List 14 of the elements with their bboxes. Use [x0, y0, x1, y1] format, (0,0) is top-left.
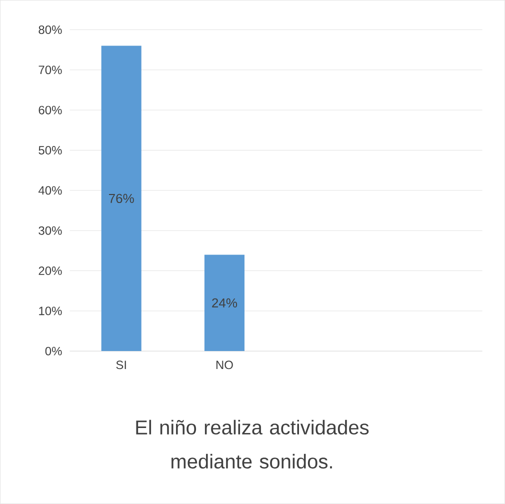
x-tick-label: NO — [216, 360, 233, 370]
y-tick-label: 20% — [38, 266, 62, 276]
y-tick-label: 80% — [38, 25, 62, 34]
x-tick-label: SI — [116, 360, 126, 370]
y-tick-label: 10% — [39, 306, 62, 316]
y-tick-label: 70% — [38, 66, 62, 74]
y-tick-label: 60% — [38, 106, 62, 114]
data-label: 76% — [108, 194, 134, 204]
y-tick-label: 50% — [38, 146, 62, 154]
text: El niño realiza actividades mediante sonidos. — [136, 420, 369, 469]
data-label: 24% — [212, 298, 238, 308]
y-tick-label: 30% — [38, 226, 62, 235]
y-tick-label: 40% — [38, 186, 62, 195]
y-tick-label: 0% — [45, 346, 62, 356]
